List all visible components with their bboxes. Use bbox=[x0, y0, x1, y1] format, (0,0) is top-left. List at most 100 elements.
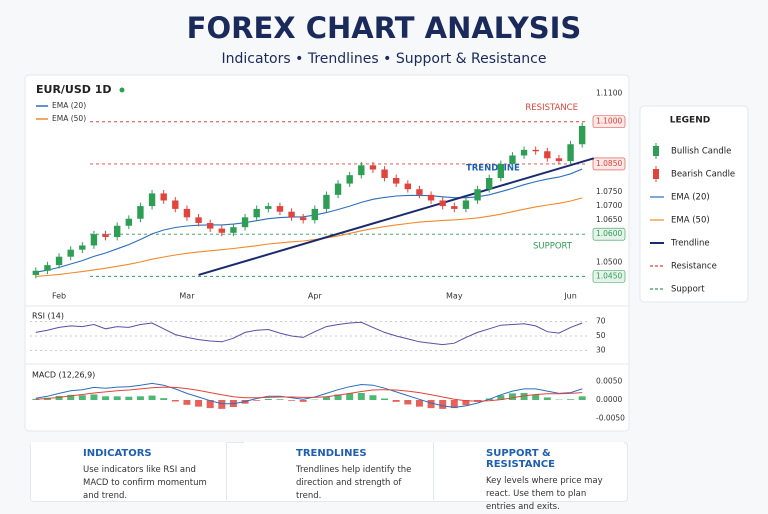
candle-body bbox=[312, 209, 318, 220]
histogram-bar bbox=[253, 400, 260, 401]
candle-body bbox=[521, 150, 527, 156]
legend-title: LEGEND bbox=[670, 116, 710, 126]
candle-body bbox=[184, 209, 190, 217]
histogram-bar bbox=[544, 397, 551, 400]
x-tick-label: Jun bbox=[563, 292, 577, 301]
y-tick-label: 1.0500 bbox=[596, 257, 622, 266]
x-tick-label: Feb bbox=[52, 292, 66, 301]
candle-body bbox=[195, 217, 201, 223]
histogram-bar bbox=[439, 400, 446, 409]
histogram-bar bbox=[102, 396, 109, 400]
candle-body bbox=[439, 200, 445, 206]
candle-body bbox=[253, 209, 259, 217]
candle-body bbox=[33, 271, 39, 275]
histogram-bar bbox=[276, 399, 283, 400]
histogram-bar bbox=[404, 400, 411, 404]
histogram-bar bbox=[149, 396, 156, 400]
candle-body bbox=[486, 178, 492, 189]
card-title: TRENDLINES bbox=[296, 448, 425, 459]
candle-body bbox=[288, 212, 294, 218]
rsi-title: RSI (14) bbox=[32, 312, 64, 321]
legend-label: EMA (50) bbox=[52, 114, 86, 123]
candle-body bbox=[567, 144, 573, 161]
candle-body bbox=[532, 150, 538, 151]
legend-panel bbox=[640, 106, 748, 302]
y-tick-label: 70 bbox=[596, 317, 606, 326]
histogram-bar bbox=[358, 393, 365, 400]
candle-body bbox=[242, 217, 248, 227]
histogram-bar bbox=[195, 400, 202, 407]
y-tick-label: 1.0700 bbox=[596, 201, 622, 210]
candle-body bbox=[230, 227, 236, 233]
card-title: SUPPORT & RESISTANCE bbox=[486, 448, 616, 470]
candle-body bbox=[102, 234, 108, 237]
candle-body bbox=[393, 178, 399, 184]
candle-body bbox=[172, 200, 178, 208]
candle-body bbox=[323, 195, 329, 209]
histogram-bar bbox=[300, 400, 307, 402]
candle-body bbox=[346, 175, 352, 183]
histogram-bar bbox=[183, 400, 190, 405]
histogram-bar bbox=[346, 393, 353, 400]
candle-body bbox=[416, 189, 422, 195]
candle-body bbox=[56, 257, 62, 265]
y-tick-label: 0.0000 bbox=[596, 395, 622, 404]
candle-body bbox=[474, 189, 480, 200]
candle-body bbox=[137, 206, 143, 219]
trendline-label: TRENDLINE bbox=[466, 163, 520, 173]
legend-label: Trendline bbox=[670, 239, 710, 249]
card: INDICATORS Use indicators like RSI and MA… bbox=[31, 442, 227, 500]
candle-body bbox=[579, 126, 585, 144]
histogram-bar bbox=[393, 400, 400, 402]
histogram-bar bbox=[567, 399, 574, 400]
histogram-bar bbox=[369, 395, 376, 400]
live-dot bbox=[120, 88, 125, 93]
y-tick-label: 1.0650 bbox=[596, 215, 622, 224]
candle-body bbox=[300, 217, 306, 220]
chart-panel bbox=[25, 75, 629, 431]
y-tick-label: -0.0050 bbox=[596, 413, 625, 422]
candle-body bbox=[149, 193, 155, 206]
legend-label: Resistance bbox=[671, 262, 717, 272]
candle-body bbox=[544, 151, 550, 158]
y-tick-label: 0.0050 bbox=[596, 377, 622, 386]
histogram-bar bbox=[172, 400, 179, 401]
histogram-bar bbox=[79, 395, 86, 400]
candle-body bbox=[370, 165, 376, 169]
histogram-bar bbox=[265, 399, 272, 400]
card-title: INDICATORS bbox=[83, 448, 218, 459]
candle-body bbox=[79, 245, 85, 249]
legend-label: Support bbox=[671, 285, 705, 295]
histogram-bar bbox=[90, 394, 97, 400]
macd-title: MACD (12,26,9) bbox=[32, 371, 95, 380]
candle-body bbox=[405, 184, 411, 190]
candle-body bbox=[277, 206, 283, 212]
candle-body bbox=[114, 226, 120, 237]
histogram-bar bbox=[114, 396, 121, 400]
candle-body bbox=[381, 170, 387, 178]
histogram-bar bbox=[288, 400, 295, 401]
candle-body bbox=[556, 158, 562, 161]
histogram-bar bbox=[509, 393, 516, 400]
candle-body bbox=[428, 195, 434, 201]
legend-swatch bbox=[653, 169, 659, 179]
y-tick-label: 1.1100 bbox=[596, 89, 622, 98]
card-text: Use indicators like RSI and MACD to conf… bbox=[83, 464, 218, 503]
candle-body bbox=[451, 206, 457, 209]
legend-label: Bearish Candle bbox=[671, 170, 735, 180]
page-subtitle: Indicators • Trendlines • Support & Resi… bbox=[222, 51, 547, 67]
y-tick-label: 1.0850 bbox=[596, 159, 622, 168]
x-tick-label: Apr bbox=[308, 292, 323, 301]
candle-body bbox=[358, 165, 364, 175]
legend-label: Bullish Candle bbox=[671, 147, 731, 157]
histogram-bar bbox=[137, 396, 144, 400]
candle-body bbox=[91, 234, 97, 245]
candle-body bbox=[126, 219, 132, 226]
histogram-bar bbox=[218, 400, 225, 409]
legend-label: EMA (50) bbox=[671, 216, 710, 226]
page-title: FOREX CHART ANALYSIS bbox=[187, 11, 582, 45]
